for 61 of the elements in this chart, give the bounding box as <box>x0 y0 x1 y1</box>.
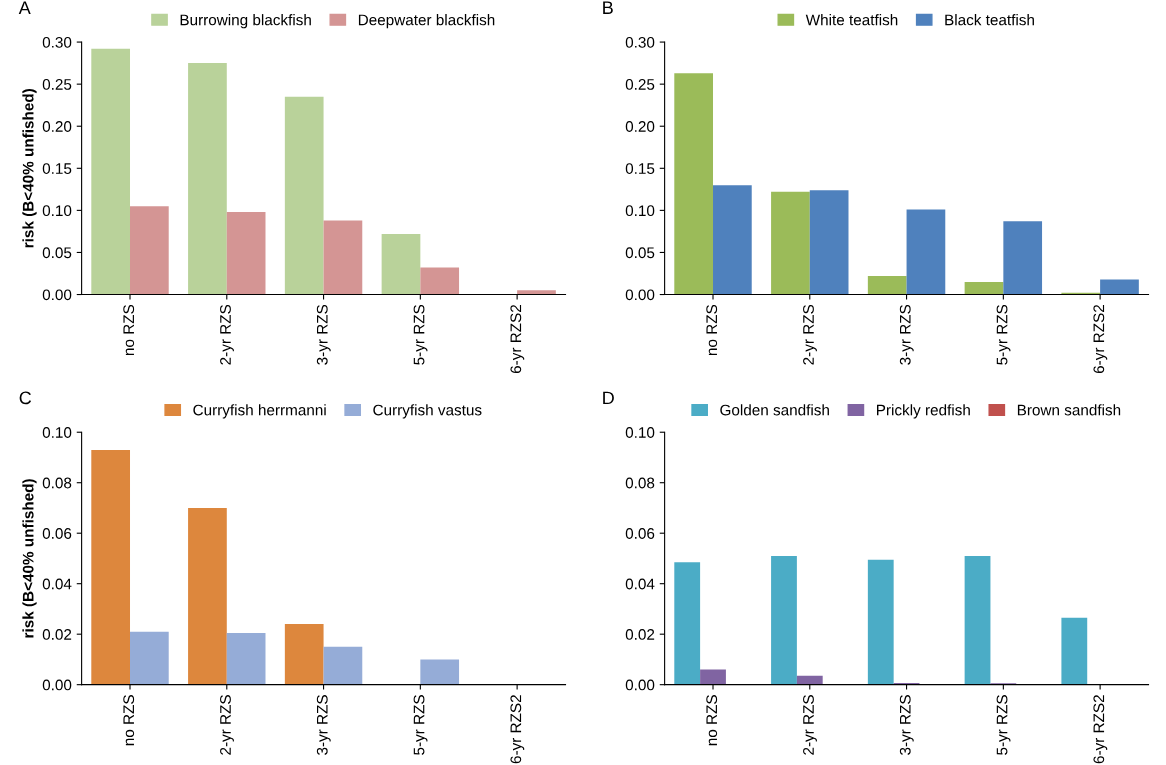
x-tick-label: no RZS <box>123 695 135 746</box>
legend-label: Golden sandfish <box>720 404 829 416</box>
chart-title: C <box>19 391 32 405</box>
y-tick-label: 0.00 <box>625 679 655 691</box>
y-tick-label: 0.08 <box>42 477 72 489</box>
x-tick-label: 6-yr RZS2 <box>510 695 525 764</box>
y-axis-title: risk (B<40% unfished) <box>22 479 37 638</box>
y-tick-label: 0.25 <box>625 79 655 90</box>
chart-title: B <box>603 1 613 14</box>
x-tick-label: no RZS <box>706 695 718 746</box>
legend-label: Brown sandfish <box>1017 404 1121 416</box>
y-tick-label: 0.00 <box>42 679 72 691</box>
x-tick-label: no RZS <box>123 304 135 356</box>
y-tick-label: 0.04 <box>625 578 655 590</box>
legend-label: Prickly redfish <box>877 404 970 419</box>
x-tick-label: 3-yr RZS <box>899 304 914 365</box>
y-axis-title: risk (B<40% unfished) <box>22 89 37 248</box>
x-tick-label: 2-yr RZS <box>803 304 817 365</box>
y-tick-label: 0.20 <box>625 121 655 132</box>
y-tick-label: 0.02 <box>625 629 655 640</box>
y-tick-label: 0.00 <box>42 289 72 301</box>
x-tick-label: 6-yr RZS2 <box>1093 305 1108 374</box>
legend-label: Burrowing blackfish <box>180 14 311 29</box>
y-tick-label: 0.30 <box>625 36 655 48</box>
x-tick-label: 3-yr RZS <box>316 304 331 365</box>
y-tick-label: 0.25 <box>42 79 72 90</box>
y-tick-label: 0.10 <box>42 427 72 438</box>
x-tick-label: no RZS <box>706 304 718 356</box>
x-tick-label: 2-yr RZS <box>803 695 817 755</box>
y-tick-label: 0.00 <box>625 289 655 301</box>
y-tick-label: 0.20 <box>42 121 72 132</box>
x-tick-label: 5-yr RZS <box>996 304 1011 365</box>
y-tick-label: 0.05 <box>42 247 72 259</box>
y-tick-label: 0.04 <box>42 578 72 590</box>
x-tick-label: 3-yr RZS <box>899 695 914 755</box>
legend-label: Deepwater blackfish <box>358 14 495 29</box>
x-tick-label: 5-yr RZS <box>413 695 428 755</box>
y-tick-label: 0.10 <box>42 205 72 217</box>
y-tick-label: 0.15 <box>625 163 655 174</box>
y-tick-label: 0.06 <box>42 528 72 539</box>
y-tick-label: 0.10 <box>625 205 655 217</box>
y-tick-label: 0.02 <box>42 629 72 640</box>
x-tick-label: 2-yr RZS <box>220 304 234 365</box>
y-tick-label: 0.15 <box>42 163 72 174</box>
y-tick-label: 0.30 <box>42 36 72 48</box>
legend-label: Curryfish vastus <box>373 404 482 419</box>
x-tick-label: 6-yr RZS2 <box>510 305 525 374</box>
y-tick-label: 0.06 <box>625 528 655 539</box>
legend-label: Curryfish herrmanni <box>193 404 326 419</box>
x-tick-label: 3-yr RZS <box>316 695 331 755</box>
x-tick-label: 5-yr RZS <box>413 304 428 365</box>
x-tick-label: 6-yr RZS2 <box>1093 695 1108 764</box>
x-tick-label: 5-yr RZS <box>996 695 1011 755</box>
chart-title: A <box>18 1 31 14</box>
y-tick-label: 0.10 <box>625 427 655 438</box>
chart-title: D <box>603 391 614 405</box>
y-tick-label: 0.08 <box>625 477 655 489</box>
legend-label: White teatfish <box>805 14 898 26</box>
x-tick-label: 2-yr RZS <box>220 695 234 755</box>
y-tick-label: 0.05 <box>625 247 655 259</box>
legend-label: Black teatfish <box>945 14 1034 26</box>
